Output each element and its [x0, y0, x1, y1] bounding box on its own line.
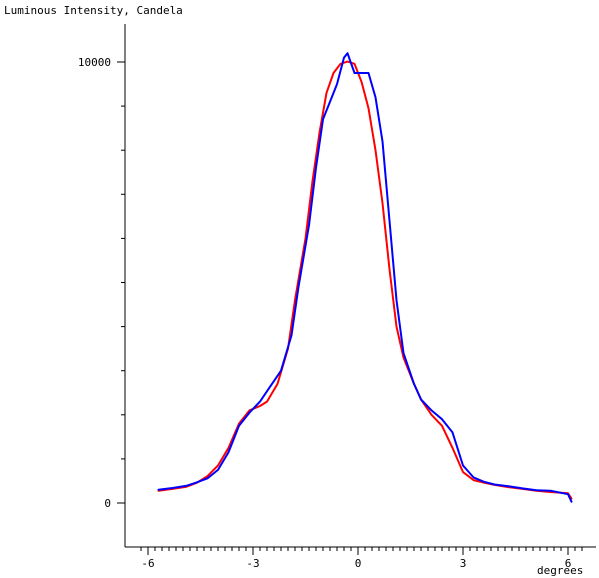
series-line-blue: [157, 52, 573, 503]
x-axis-title: degrees: [537, 564, 583, 577]
ticks: -6 -3 0 3 6 0 10000: [78, 56, 583, 570]
y-axis-title: Luminous Intensity, Candela: [4, 4, 183, 17]
y-tick-label: 0: [104, 497, 111, 510]
series-line-red: [157, 60, 573, 500]
series-layer: [157, 52, 573, 503]
x-tick-label: -3: [246, 557, 259, 570]
x-tick-label: 6: [565, 557, 572, 570]
axes: [124, 24, 596, 548]
x-tick-label: 0: [355, 557, 362, 570]
x-tick-label: -6: [141, 557, 154, 570]
x-tick-label: 3: [460, 557, 467, 570]
y-tick-label: 10000: [78, 56, 111, 69]
